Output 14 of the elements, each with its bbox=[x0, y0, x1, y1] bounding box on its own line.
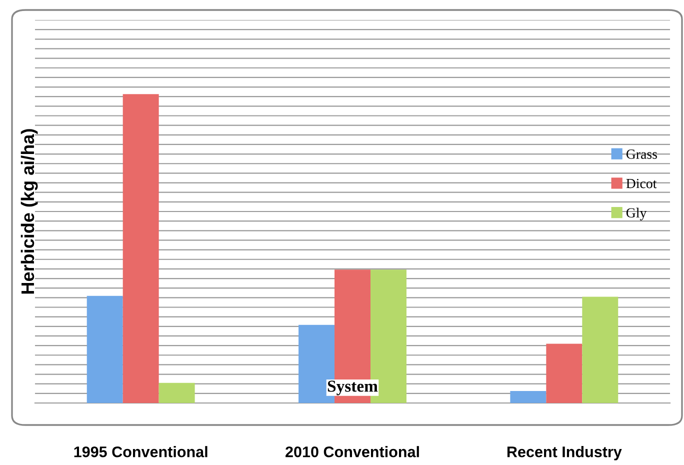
bar bbox=[582, 296, 618, 403]
x-tick-label: 1995 Conventional bbox=[74, 446, 208, 458]
bar bbox=[546, 344, 582, 403]
bar bbox=[510, 390, 546, 403]
y-axis-title: Herbicide (kg ai/ha) bbox=[20, 129, 38, 294]
x-axis-title: System bbox=[328, 380, 378, 396]
bar bbox=[86, 296, 123, 403]
x-tick-label: Recent Industry bbox=[507, 446, 622, 460]
x-tick-label: 2010 Conventional bbox=[286, 446, 419, 458]
legend-label: Gly bbox=[626, 208, 647, 220]
legend-label: Dicot bbox=[626, 178, 657, 188]
bar bbox=[122, 94, 159, 403]
legend-label: Grass bbox=[626, 150, 657, 159]
bar bbox=[158, 382, 195, 403]
